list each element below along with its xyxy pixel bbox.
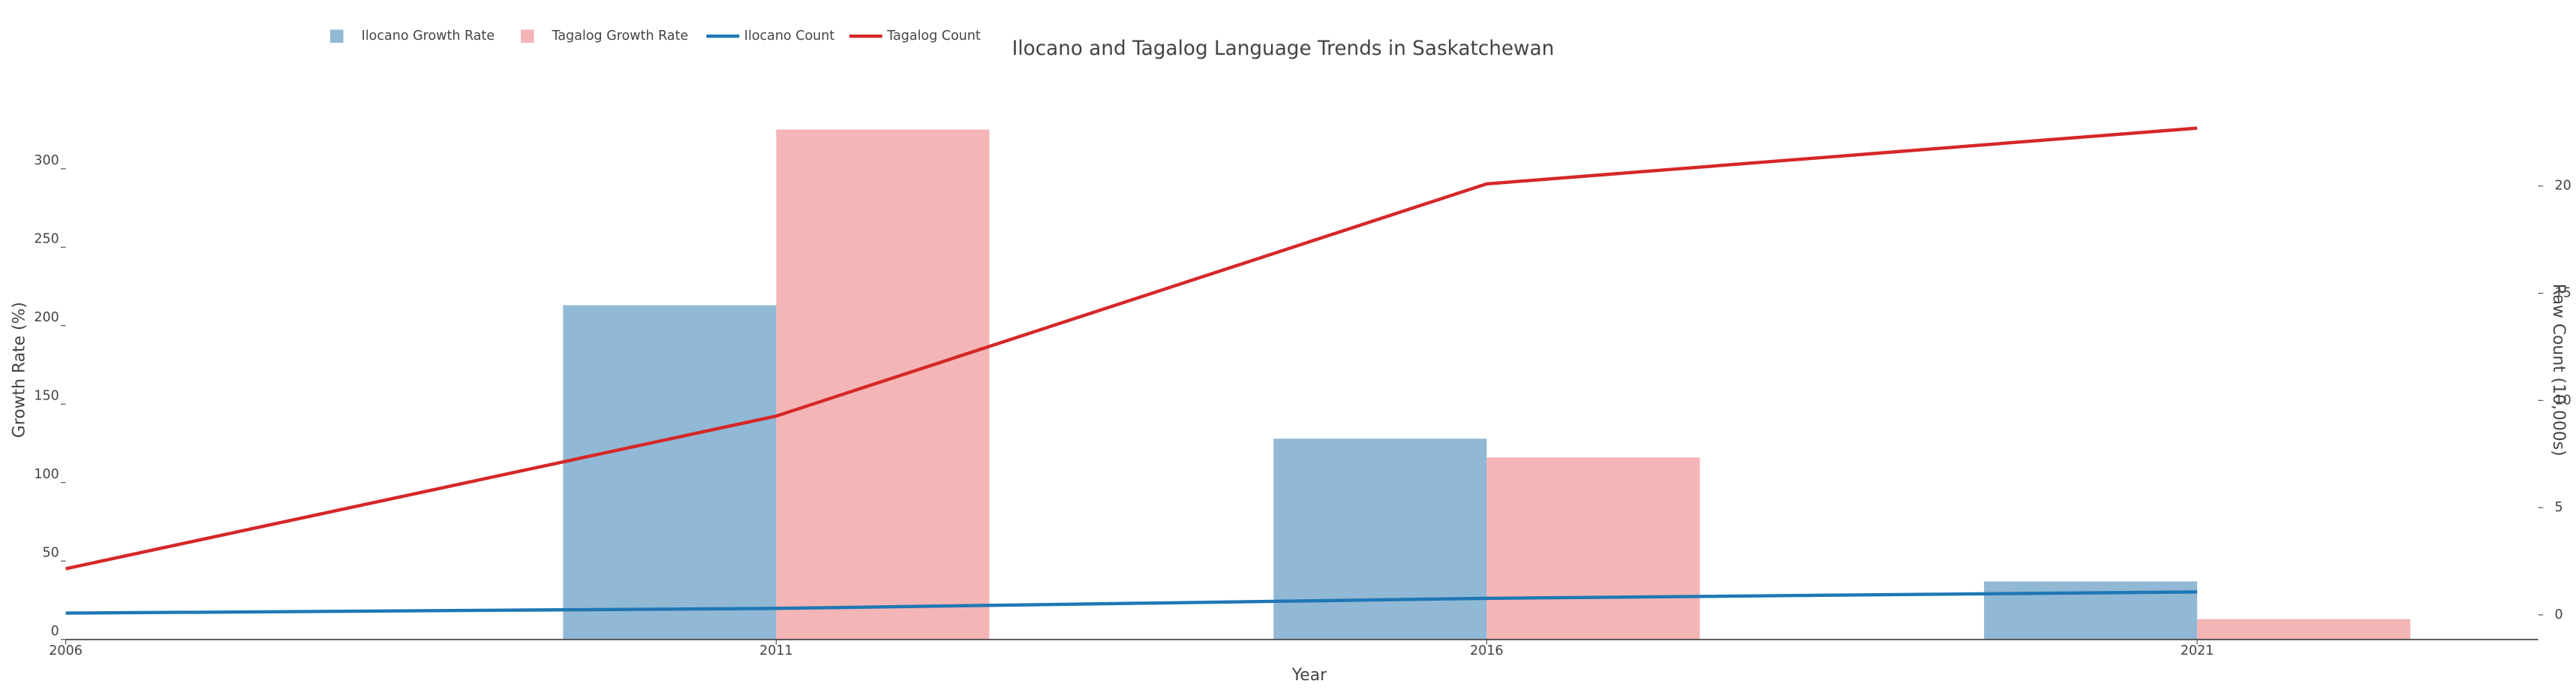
y2-tick-label: 0	[2555, 607, 2563, 622]
y-tick-label: 250	[34, 231, 59, 246]
x-tick-label: 2021	[2181, 643, 2214, 658]
legend-swatch	[330, 29, 344, 43]
x-tick-label: 2016	[1470, 643, 1504, 658]
x-tick-label: 2011	[759, 643, 793, 658]
bar	[776, 129, 990, 640]
y2-tick-label: 15	[2555, 286, 2571, 301]
y2-tick-label: 5	[2555, 500, 2563, 515]
bar	[1984, 581, 2198, 640]
y-tick-label: 0	[51, 624, 59, 639]
y-tick-label: 300	[34, 153, 59, 168]
y-tick-label: 100	[34, 467, 59, 482]
bar	[1486, 457, 1700, 640]
chart-title: Ilocano and Tagalog Language Trends in S…	[1012, 38, 1555, 60]
legend-label: Ilocano Count	[744, 29, 835, 44]
y-tick-label: 200	[34, 310, 59, 325]
legend-label: Tagalog Count	[886, 29, 981, 44]
y2-axis-title: Raw Count (10,000s)	[2549, 284, 2568, 456]
y-tick-label: 150	[34, 388, 59, 403]
legend-swatch	[521, 29, 534, 43]
x-tick-label: 2006	[49, 643, 83, 658]
y-axis-title: Growth Rate (%)	[10, 302, 29, 438]
y2-tick-label: 20	[2555, 179, 2571, 194]
legend-label: Tagalog Growth Rate	[552, 29, 689, 44]
bar	[563, 305, 777, 640]
y-tick-label: 50	[43, 545, 59, 560]
bar	[1273, 438, 1487, 640]
line	[65, 126, 2198, 571]
x-axis-title: Year	[1291, 666, 1327, 685]
bar	[2197, 619, 2411, 640]
legend-label: Ilocano Growth Rate	[362, 29, 494, 44]
line	[65, 590, 2198, 615]
y2-tick-label: 10	[2555, 393, 2571, 408]
